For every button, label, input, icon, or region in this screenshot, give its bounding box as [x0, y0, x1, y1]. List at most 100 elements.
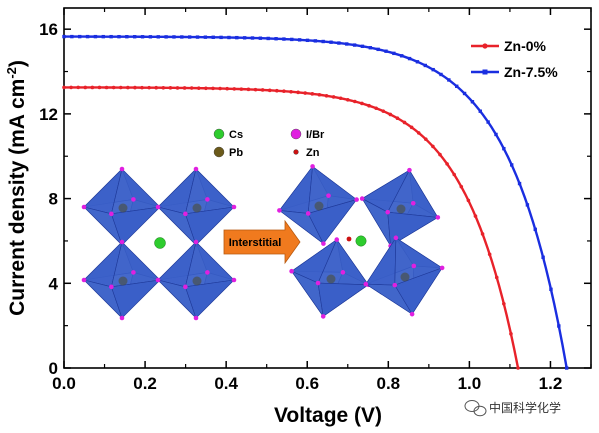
data-point [431, 144, 435, 149]
halide-atom-icon [290, 128, 302, 140]
data-point [104, 85, 109, 90]
data-point [416, 131, 421, 135]
data-point [331, 95, 336, 99]
data-point [258, 36, 263, 40]
data-point [239, 87, 244, 91]
data-point [525, 203, 530, 207]
halide-atom [411, 263, 417, 269]
octahedron-face [317, 282, 370, 317]
data-point [423, 63, 427, 68]
octahedron [363, 235, 445, 317]
data-point [196, 86, 201, 90]
zn-atom [346, 236, 352, 242]
halide-atom [392, 282, 398, 288]
data-point [395, 116, 400, 120]
data-point [305, 38, 310, 43]
octahedron-face [278, 165, 313, 214]
inset-legend: Cs I/Br Pb Zn [213, 128, 325, 159]
series-layer [62, 34, 569, 370]
y-axis-title-superscript: -2 [4, 67, 19, 79]
legend-label: Zn-0% [504, 38, 547, 54]
data-point [445, 162, 449, 166]
halide-atom [109, 284, 114, 290]
data-point [290, 37, 294, 42]
data-point [78, 34, 82, 39]
data-point [480, 232, 485, 236]
data-point [564, 366, 569, 370]
data-point [126, 85, 130, 90]
data-point [118, 85, 123, 90]
data-point [516, 366, 520, 370]
data-point [85, 34, 90, 39]
data-point [132, 35, 137, 39]
data-point [253, 87, 258, 92]
data-point [161, 85, 166, 90]
x-tick-label: 0.4 [214, 374, 238, 393]
cs-atom-icon [213, 128, 225, 140]
x-tick-label: 1.2 [539, 374, 563, 393]
data-point [189, 86, 194, 90]
halide-atom [321, 241, 326, 246]
data-point [211, 35, 215, 39]
data-point [321, 39, 325, 44]
y-tick-label: 0 [49, 359, 58, 378]
data-point [219, 35, 223, 40]
data-point [438, 152, 442, 157]
data-point [101, 34, 105, 39]
inset-legend-label: Pb [229, 147, 243, 159]
data-point [407, 56, 412, 61]
data-point [360, 44, 365, 49]
legend-label: Zn-7.5% [504, 64, 558, 80]
halide-atom [119, 166, 125, 172]
data-point [487, 252, 492, 257]
halide-atom [205, 270, 210, 275]
octahedron [277, 164, 359, 246]
pb-atom [192, 276, 202, 286]
halide-atom [305, 211, 311, 216]
data-point [452, 172, 456, 177]
arrow-right-icon [223, 219, 301, 265]
data-point [466, 198, 471, 203]
plot-frame [63, 7, 592, 369]
data-point [164, 35, 168, 39]
octahedron [289, 237, 371, 319]
halide-atom [193, 315, 199, 321]
pb-atom [118, 276, 128, 286]
data-point [175, 86, 180, 90]
data-point [409, 125, 414, 130]
data-point [313, 39, 318, 43]
data-point [76, 85, 80, 90]
data-point [360, 101, 364, 106]
halide-atom [409, 311, 415, 317]
data-point [368, 46, 373, 50]
data-point [402, 120, 407, 125]
octahedron-face [365, 236, 397, 286]
data-point [97, 85, 102, 90]
data-point [282, 89, 286, 94]
data-point [69, 85, 73, 90]
data-point [462, 91, 467, 96]
data-point [147, 85, 151, 90]
data-point [439, 72, 443, 77]
data-point [225, 86, 229, 91]
perovskite-lattice-right [277, 164, 445, 319]
data-point [83, 85, 88, 90]
halide-atom [354, 197, 359, 202]
perovskite-lattice-left [81, 166, 237, 321]
data-point [246, 87, 251, 92]
pb-atom [118, 203, 128, 213]
data-point [296, 90, 300, 95]
halide-atom [155, 277, 161, 283]
data-point [338, 96, 343, 101]
inset-legend-dot [293, 149, 299, 155]
halide-atom [131, 197, 136, 202]
octahedron [155, 166, 237, 248]
octahedron-face [387, 211, 439, 247]
y-tick-label: 16 [39, 20, 58, 39]
octahedron-face [110, 206, 161, 246]
data-point [478, 109, 482, 113]
x-axis-ticks: 0.0 0.2 0.4 0.6 0.8 1.0 1.2 [52, 8, 592, 393]
halide-atom [81, 277, 87, 283]
halide-atom [393, 235, 399, 241]
wechat-icon [464, 400, 487, 417]
